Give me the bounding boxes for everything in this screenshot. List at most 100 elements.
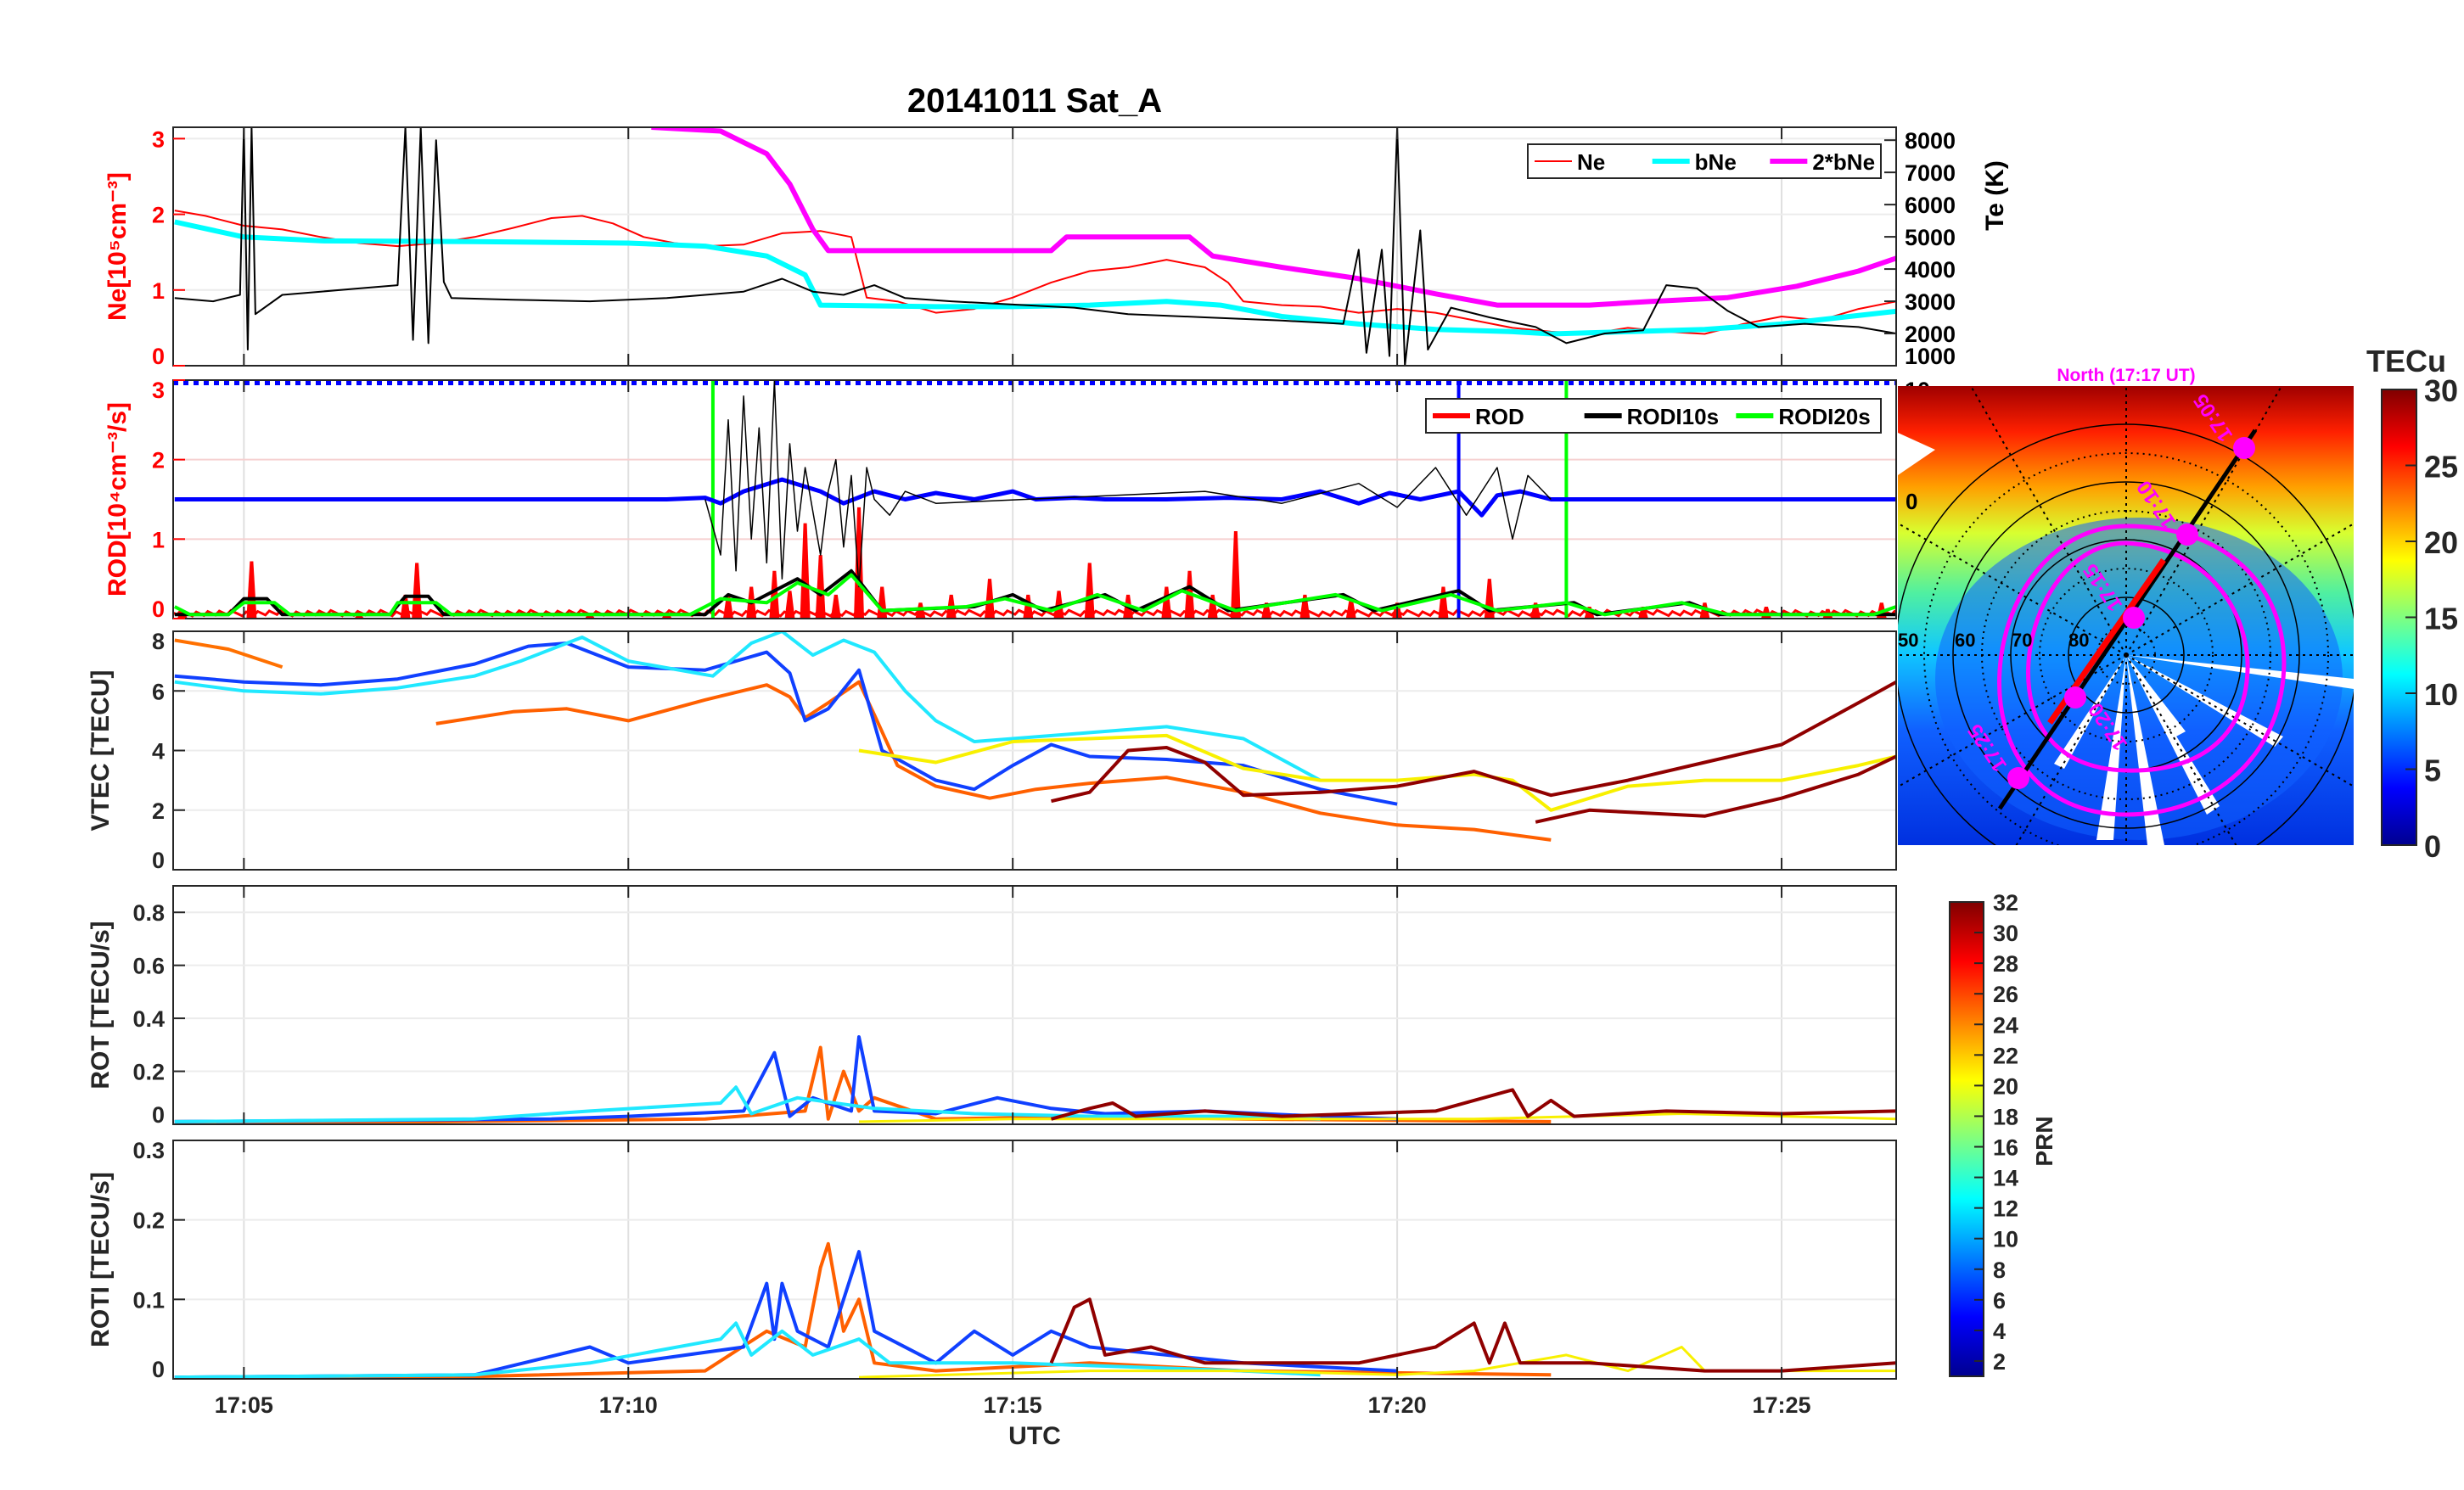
latitude-label: 80 — [2068, 630, 2089, 651]
x-tick-label: 17:20 — [1368, 1392, 1427, 1418]
rod-bar — [1084, 563, 1095, 619]
latitude-label: 70 — [2012, 630, 2032, 651]
prn-tick-label: 2 — [1993, 1349, 2006, 1375]
plot-content — [174, 1241, 1896, 1379]
y-tick-label: 0 — [152, 1357, 165, 1382]
prn-tick-label: 12 — [1993, 1196, 2018, 1222]
axes-box — [172, 1140, 1897, 1380]
track-time-marker — [2123, 607, 2145, 629]
prn-tick-label: 18 — [1993, 1104, 2018, 1129]
axes-box — [172, 379, 1897, 619]
right-y-tick-label: 6000 — [1905, 193, 1956, 218]
latitude-label: 50 — [1898, 630, 1918, 651]
rod-bar — [985, 579, 996, 619]
series-prn6 — [174, 1035, 1398, 1123]
polar-tec-map: North (17:17 UT) 17:0517:1017:1517:2017:… — [1898, 366, 2354, 845]
tec-tick-label: 5 — [2424, 753, 2441, 788]
tec-tick-label: 25 — [2424, 450, 2458, 485]
rod-bar — [854, 507, 865, 619]
right-y-tick-label: 8000 — [1905, 128, 1956, 154]
y-tick-label: 0.6 — [132, 954, 165, 979]
latitude-circle-dotted — [1923, 452, 2329, 845]
y-tick-label: 0.8 — [132, 900, 165, 926]
y-axis-label: ROTI [TECU/s] — [87, 1172, 115, 1347]
series-prn12 — [174, 1321, 1321, 1379]
track-time-marker — [2064, 686, 2086, 709]
prn-tick-label: 20 — [1993, 1073, 2018, 1099]
legend-label: ROD — [1475, 404, 1524, 429]
rod-bar — [815, 555, 826, 619]
prn-tick-label: 6 — [1993, 1288, 2006, 1314]
right-y-tick-label: 3000 — [1905, 289, 1956, 315]
y-tick-label: 0.1 — [132, 1287, 165, 1313]
tec-colorbar-ticks: 0 5 10 15 20 25 30 — [2405, 373, 2458, 864]
prn-tick-label: 32 — [1993, 890, 2018, 916]
rod-bar — [784, 591, 795, 619]
prn-tick-label: 26 — [1993, 982, 2018, 1007]
latitude-label: 60 — [1955, 630, 1975, 651]
prn-tick-label: 14 — [1993, 1166, 2018, 1191]
right-y-tick-label: 5000 — [1905, 225, 1956, 250]
track-time-marker — [2176, 524, 2198, 546]
y-axis-label: Ne[10⁵cm⁻³] — [104, 172, 132, 321]
series-prn31 — [1049, 1297, 1896, 1373]
prn-tick-label: 30 — [1993, 921, 2018, 946]
series-prn12 — [174, 631, 1322, 782]
y-tick-label: 0 — [152, 344, 165, 369]
right-y-tick-label: 1000 — [1905, 344, 1956, 369]
legend-label: RODI20s — [1778, 404, 1870, 429]
plot-content — [174, 631, 1896, 842]
auroral-oval-inner — [2026, 541, 2250, 773]
x-axis-label: UTC — [1008, 1422, 1061, 1450]
legend: Ne bNe 2*bNe — [1527, 143, 1882, 179]
tec-colorbar: TECu 0 5 10 15 20 25 30 — [2366, 344, 2458, 864]
x-tick-label: 17:25 — [1752, 1392, 1810, 1418]
meridian — [2015, 654, 2127, 845]
meridian — [2125, 654, 2237, 845]
prn-tick-label: 22 — [1993, 1043, 2018, 1068]
series-rodi20s — [173, 573, 1896, 617]
y-axis-label: VTEC [TECU] — [87, 670, 115, 832]
latitude-circle-dotted — [2039, 568, 2214, 742]
rod-bar — [800, 523, 811, 619]
legend-box — [1527, 143, 1882, 179]
y-tick-label: 6 — [152, 679, 165, 704]
legend: ROD RODI10s RODI20s — [1425, 398, 1882, 434]
track-time-marker — [2007, 767, 2029, 789]
y-axis-label: ROT [TECU/s] — [87, 921, 115, 1089]
axes-box — [172, 126, 1897, 367]
y-tick-label: 3 — [152, 378, 165, 403]
plot-area — [173, 886, 1896, 1124]
tec-tick-label: 10 — [2424, 677, 2458, 712]
y-axis-label: ROD[10⁴cm⁻³/s] — [104, 402, 132, 597]
legend-label: 2*bNe — [1812, 149, 1875, 175]
latitude-circle — [1952, 481, 2300, 829]
meridian — [2125, 654, 2354, 787]
y-tick-label: 1 — [152, 278, 165, 304]
track-time-marker — [2233, 437, 2255, 459]
legend-box — [1425, 398, 1882, 434]
right-y-tick-label: 7000 — [1905, 160, 1956, 186]
auroral-oval-outer — [1997, 524, 2287, 817]
y-tick-label: 4 — [152, 739, 165, 765]
plot-area — [173, 1140, 1896, 1379]
series-prn24-b — [435, 680, 1552, 842]
prn-tick-label: 4 — [1993, 1319, 2006, 1344]
panels: 0123Ne[10⁵cm⁻³]1000200030004000500060007… — [87, 126, 2009, 1418]
legend-label: bNe — [1695, 149, 1737, 175]
rod-bar — [412, 563, 423, 619]
right-y-tick-label: 2000 — [1905, 322, 1956, 347]
prn-tick-label: 28 — [1993, 951, 2018, 977]
y-tick-label: 0.3 — [132, 1138, 165, 1163]
tec-tick-label: 20 — [2424, 525, 2458, 560]
meridian — [1969, 386, 2127, 656]
plot-content — [174, 1035, 1896, 1123]
prn-tick-label: 24 — [1993, 1012, 2018, 1038]
tec-colorbar-label: TECu — [2366, 344, 2446, 378]
plot-content — [174, 127, 1896, 366]
